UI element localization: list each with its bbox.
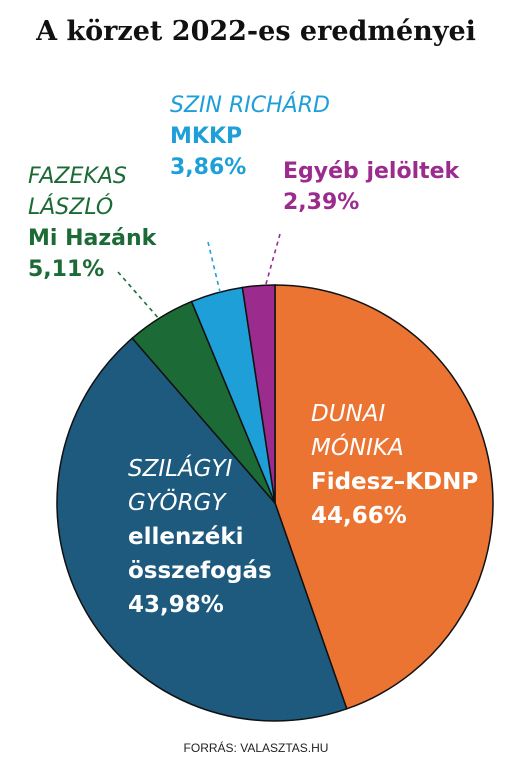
pie-slice [241,284,276,504]
pie-slice [274,284,494,710]
candidate-name: SZIN RICHÁRD [170,92,330,118]
party-name: Egyéb jelöltek [283,159,461,184]
chart-title: A körzet 2022-es eredményei [35,16,476,47]
candidate-name: MÓNIKA [311,433,404,461]
slice-label: SZILÁGYI GYÖRGY ellenzéki összefogás 43,98% [128,454,272,618]
party-name: Fidesz–KDNP [311,469,478,495]
candidate-name: SZILÁGYI [128,454,233,482]
slice-label: FAZEKAS LÁSZLÓ Mi Hazánk 5,11% [28,164,158,282]
leader-lines [117,233,281,321]
leader-line [117,271,161,321]
party-name: Mi Hazánk [28,226,158,251]
value-label: 43,98% [128,592,224,618]
candidate-name: DUNAI [311,401,385,427]
pie-slices [56,284,494,722]
slice-label: Egyéb jelöltek 2,39% [283,159,461,215]
source-note: FORRÁS: VALASZTAS.HU [184,740,329,755]
leader-line [265,233,281,285]
leader-line [207,241,221,293]
party-name: MKKP [170,124,242,149]
candidate-name: LÁSZLÓ [28,194,113,220]
value-label: 5,11% [28,257,104,282]
pie-slice [56,337,348,722]
candidate-name: GYÖRGY [128,488,227,516]
value-label: 3,86% [170,155,246,180]
value-label: 2,39% [283,190,359,215]
value-label: 44,66% [311,503,407,529]
party-name: ellenzéki [128,524,244,550]
slice-label: SZIN RICHÁRD MKKP 3,86% [170,92,330,180]
party-name: összefogás [128,558,272,584]
candidate-name: FAZEKAS [28,164,127,189]
slice-labels: DUNAI MÓNIKA Fidesz–KDNP 44,66% SZILÁGYI GYÖR… [28,92,478,618]
slice-label: DUNAI MÓNIKA Fidesz–KDNP 44,66% [311,401,478,529]
